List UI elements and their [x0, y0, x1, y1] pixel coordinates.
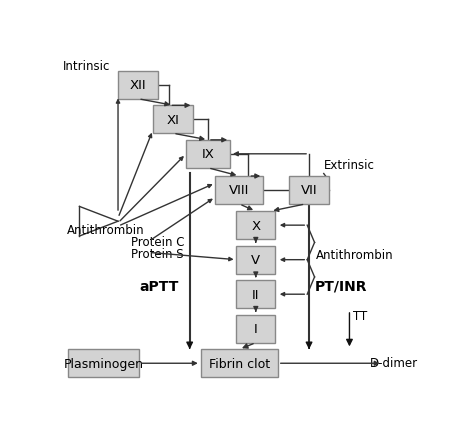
Text: PT/INR: PT/INR	[315, 279, 367, 293]
Text: X: X	[251, 219, 260, 232]
Text: Protein S: Protein S	[131, 248, 183, 260]
Text: aPTT: aPTT	[139, 279, 179, 293]
FancyBboxPatch shape	[289, 177, 329, 204]
FancyBboxPatch shape	[153, 106, 193, 134]
Text: V: V	[251, 253, 260, 267]
Text: TT: TT	[353, 309, 367, 322]
FancyBboxPatch shape	[215, 177, 263, 204]
FancyBboxPatch shape	[186, 141, 230, 168]
Text: VIII: VIII	[229, 184, 249, 197]
Text: VII: VII	[301, 184, 318, 197]
FancyBboxPatch shape	[237, 212, 275, 239]
Text: IX: IX	[201, 148, 214, 161]
FancyBboxPatch shape	[67, 349, 139, 377]
Text: Fibrin clot: Fibrin clot	[209, 357, 270, 370]
Text: XI: XI	[167, 113, 180, 127]
Text: D-dimer: D-dimer	[370, 356, 418, 369]
Text: Antithrombin: Antithrombin	[66, 223, 144, 236]
Text: I: I	[254, 322, 258, 335]
FancyBboxPatch shape	[201, 349, 278, 377]
FancyBboxPatch shape	[237, 281, 275, 308]
FancyBboxPatch shape	[237, 315, 275, 343]
Text: Antithrombin: Antithrombin	[316, 249, 394, 262]
FancyBboxPatch shape	[237, 246, 275, 274]
Text: Extrinsic: Extrinsic	[324, 158, 374, 171]
Text: XII: XII	[130, 79, 146, 92]
Text: II: II	[252, 288, 260, 301]
FancyBboxPatch shape	[118, 72, 158, 100]
Text: Protein C: Protein C	[131, 236, 184, 248]
Text: Plasminogen: Plasminogen	[64, 357, 143, 370]
Text: Intrinsic: Intrinsic	[63, 60, 110, 73]
